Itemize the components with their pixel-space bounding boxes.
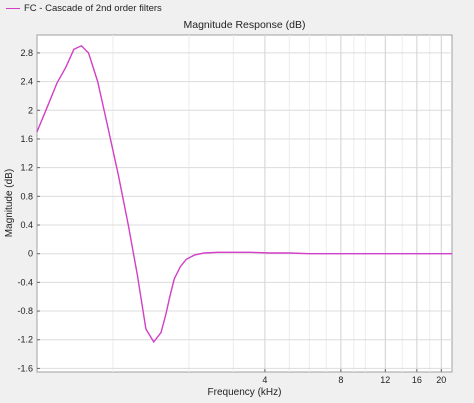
- y-tick-label: 1.2: [20, 163, 33, 173]
- y-tick-label: 0: [28, 249, 33, 259]
- x-tick-label: 8: [338, 375, 343, 385]
- grid-lines: [37, 35, 452, 372]
- y-tick-label: 2: [28, 105, 33, 115]
- tick-labels: -1.6 -1.2 -0.8 -0.4 0 0.4 0.8 1.2 1.6 2 2.4 2.8 4 8 12…: [17, 48, 446, 385]
- x-tick-label: 12: [380, 375, 390, 385]
- y-tick-label: -1.6: [17, 363, 33, 373]
- y-tick-label: -0.4: [17, 277, 33, 287]
- legend-line-swatch: [6, 7, 20, 9]
- y-tick-label: 2.8: [20, 48, 33, 58]
- legend-label[interactable]: FC - Cascade of 2nd order filters: [24, 2, 162, 14]
- legend: FC - Cascade of 2nd order filters: [0, 0, 474, 16]
- series-line: [36, 44, 452, 344]
- y-tick-label: -1.2: [17, 335, 33, 345]
- plot-area: [36, 34, 453, 373]
- x-tick-label: 4: [262, 375, 267, 385]
- y-tick-label: 0.8: [20, 191, 33, 201]
- chart-title: Magnitude Response (dB): [184, 19, 306, 31]
- y-axis-label: Magnitude (dB): [4, 169, 15, 237]
- y-tick-label: 0.4: [20, 220, 33, 230]
- y-tick-label: -0.8: [17, 306, 33, 316]
- y-tick-label: 2.4: [20, 77, 33, 87]
- x-tick-label: 20: [436, 375, 446, 385]
- x-tick-label: 16: [412, 375, 422, 385]
- x-axis-label: Frequency (kHz): [208, 387, 282, 398]
- y-tick-label: 1.6: [20, 134, 33, 144]
